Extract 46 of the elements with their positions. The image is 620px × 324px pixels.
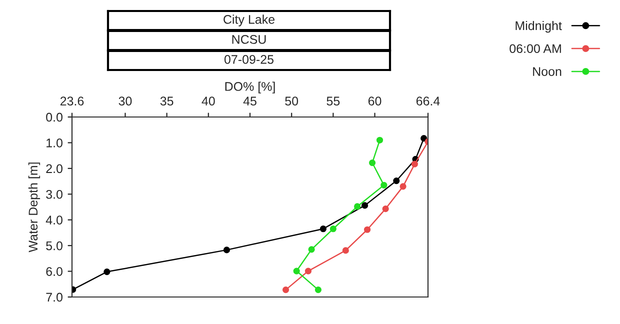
x-tick-label: 30 [118,96,132,106]
point [354,203,361,210]
x-tick-label: 60 [368,96,382,106]
point [361,202,368,209]
x-tick-label: 66.4 [416,96,440,106]
point [420,135,428,142]
point [282,286,290,294]
point [330,226,336,232]
point [411,160,418,168]
x-tick-label: 40 [202,96,215,106]
legend-label: Midnight [516,20,562,33]
point [380,182,388,188]
point [376,136,384,144]
point [308,246,315,253]
point [314,286,322,294]
legend-label: 06:00 AM [510,44,561,54]
point [364,226,371,233]
point [104,268,110,276]
y-tick-label: 4.0 [46,216,62,225]
x-tick-label: 45 [243,96,256,106]
legend-label: Noon [533,67,562,76]
point [223,246,230,254]
point [320,226,326,232]
point [400,183,406,190]
x-axis-title: DO% [%] [225,82,275,94]
x-tick-label: 55 [326,96,340,106]
y-axis-title: Water Depth [m] [28,162,40,252]
point [368,159,376,166]
y-tick-label: 7.0 [46,292,62,302]
y-tick-label: 0.0 [46,112,62,122]
y-tick-label: 1.0 [46,138,62,148]
point [342,247,349,254]
chart-title: City Lake [224,14,274,26]
point [293,268,300,274]
x-tick-label: 50 [285,96,298,106]
point [304,268,312,274]
y-tick-label: 6.0 [46,267,62,276]
text: 07-09-25 [224,55,274,64]
y-tick-label: 2.0 [46,164,62,174]
chart-subtitle: NCSU [232,35,266,44]
x-tick-label: 35 [160,96,174,106]
x-tick-label: 23.6 [60,96,84,106]
point [393,177,400,184]
y-tick-label: 3.0 [46,190,62,199]
y-tick-label: 5.0 [46,241,62,250]
point [382,206,389,212]
